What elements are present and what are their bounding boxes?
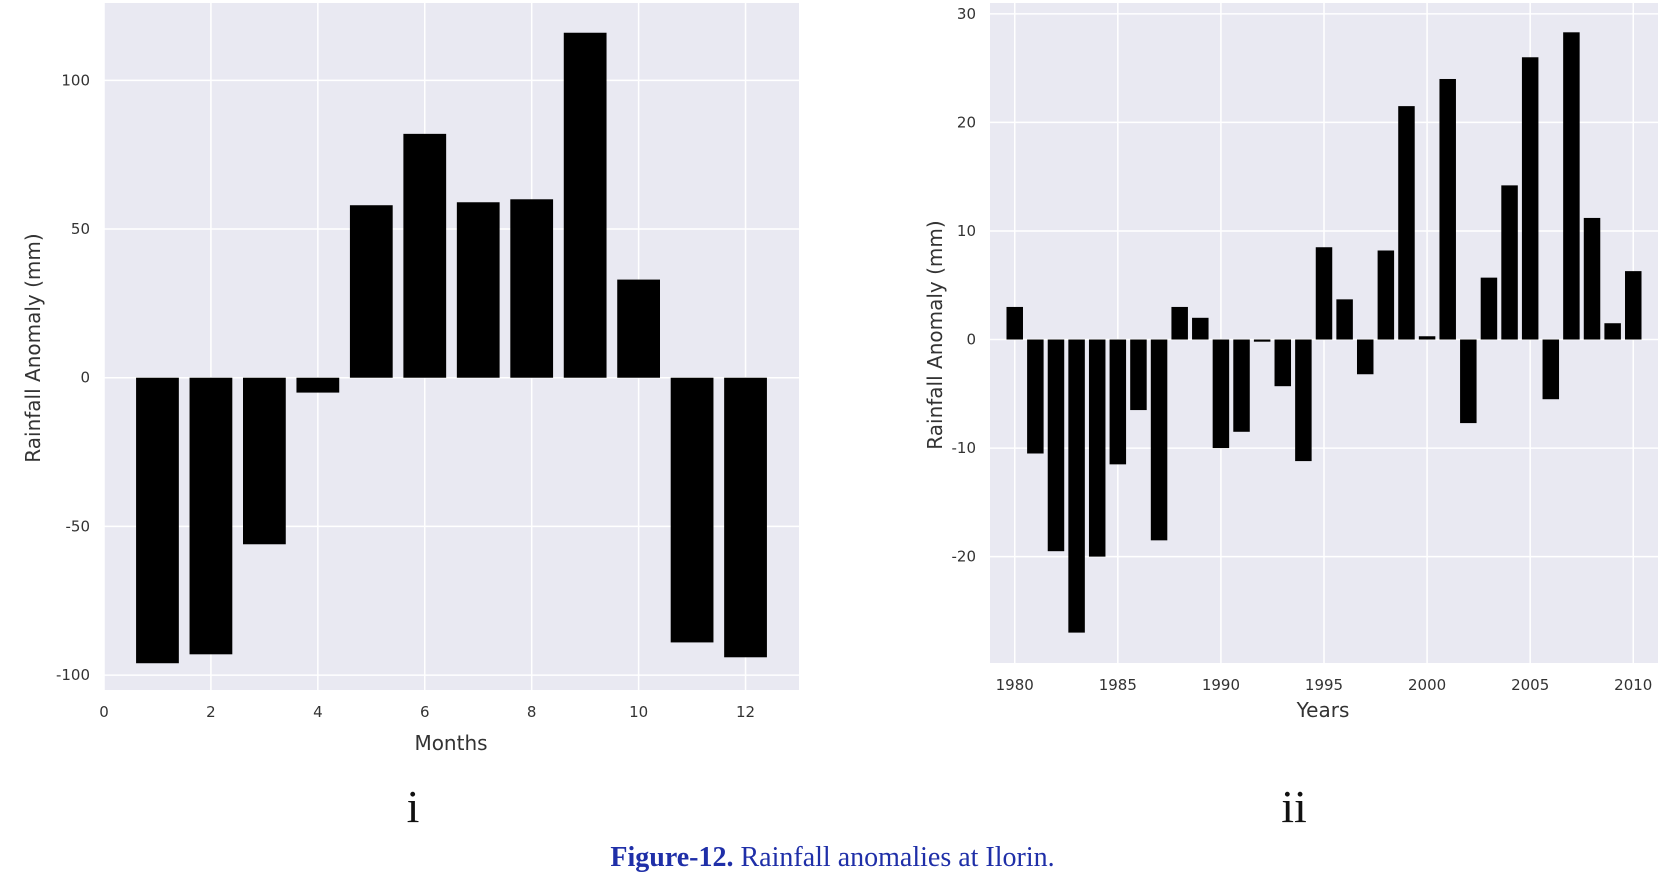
- x-tick-label-i: 8: [527, 703, 537, 721]
- x-tick-label-i: 10: [629, 703, 648, 721]
- bar-i-9: [563, 32, 607, 378]
- bar-ii-1984: [1088, 339, 1106, 557]
- x-tick-label-i: 12: [736, 703, 755, 721]
- bar-ii-2002: [1460, 339, 1477, 424]
- x-ticks-ii: 1980 1985 1990 1995 2000 2005 2010: [996, 676, 1653, 694]
- x-tick-label-ii: 2000: [1408, 676, 1446, 694]
- x-axis-label-ii: Years: [1296, 698, 1350, 722]
- bar-ii-1999: [1398, 106, 1415, 340]
- bar-ii-1987: [1150, 339, 1168, 541]
- caption-label: Figure-12.: [610, 842, 734, 873]
- bar-ii-2009: [1604, 323, 1621, 340]
- bar-ii-2007: [1563, 32, 1580, 340]
- bar-i-2: [189, 377, 233, 655]
- y-tick-label-ii: 30: [957, 5, 976, 23]
- bar-ii-1990: [1212, 339, 1230, 449]
- bar-ii-2010: [1625, 271, 1642, 340]
- bar-i-7: [456, 202, 500, 378]
- x-tick-label-ii: 1990: [1202, 676, 1240, 694]
- bars-ii: [1006, 32, 1642, 633]
- bar-ii-1991: [1233, 339, 1250, 432]
- bar-ii-2001: [1439, 78, 1456, 340]
- x-tick-label-i: 2: [206, 703, 216, 721]
- bar-ii-1996: [1336, 299, 1353, 340]
- x-tick-label-ii: 1995: [1305, 676, 1343, 694]
- x-tick-label-i: 6: [420, 703, 430, 721]
- x-tick-label-ii: 2010: [1614, 676, 1652, 694]
- y-tick-label-i: 50: [71, 220, 90, 238]
- bar-ii-2003: [1480, 277, 1498, 340]
- y-ticks-i: -100 -50 0 50 100: [56, 71, 90, 684]
- x-tick-label-i: 4: [313, 703, 323, 721]
- bar-ii-2005: [1521, 57, 1539, 340]
- x-tick-label-ii: 1985: [1099, 676, 1137, 694]
- bar-ii-1994: [1295, 339, 1312, 462]
- bar-i-8: [510, 199, 554, 378]
- y-tick-label-i: -50: [66, 517, 91, 535]
- y-ticks-ii: -20 -10 0 10 20 30: [952, 5, 977, 566]
- y-tick-label-i: -100: [56, 666, 90, 684]
- bar-ii-1982: [1047, 339, 1065, 552]
- bar-ii-2000: [1418, 336, 1436, 340]
- bar-ii-1997: [1356, 339, 1374, 375]
- bar-ii-1980: [1006, 306, 1023, 340]
- bar-i-5: [349, 205, 393, 378]
- bar-ii-1986: [1130, 339, 1147, 411]
- y-tick-label-i: 100: [61, 71, 90, 89]
- bar-i-6: [403, 133, 447, 378]
- bar-ii-1998: [1377, 250, 1395, 340]
- bar-ii-2004: [1501, 185, 1518, 340]
- x-ticks-i: 0 2 4 6 8 10 12: [99, 703, 755, 721]
- y-tick-label-i: 0: [80, 369, 90, 387]
- chart-i: -100 -50 0 50 100 0 2 4 6 8 10 12 Months Rainfall …: [21, 3, 799, 832]
- bar-ii-1992: [1253, 339, 1271, 342]
- panel-label-ii: ii: [1281, 781, 1307, 832]
- bar-i-4: [296, 377, 340, 393]
- x-axis-label-i: Months: [414, 731, 487, 755]
- bar-ii-1995: [1315, 247, 1333, 340]
- y-tick-label-ii: -20: [952, 548, 977, 566]
- bar-ii-1989: [1192, 317, 1209, 340]
- bar-ii-1981: [1027, 339, 1044, 454]
- bar-i-10: [617, 279, 660, 378]
- bar-ii-1993: [1274, 339, 1292, 387]
- bar-ii-1988: [1171, 306, 1188, 340]
- bar-ii-1985: [1109, 339, 1127, 465]
- y-tick-label-ii: 10: [957, 222, 976, 240]
- y-tick-label-ii: -10: [952, 439, 977, 457]
- caption-text: Rainfall anomalies at Ilorin.: [733, 842, 1055, 873]
- bar-i-1: [136, 377, 179, 664]
- y-tick-label-ii: 0: [966, 331, 976, 349]
- x-tick-label-i: 0: [99, 703, 109, 721]
- bars-i: [136, 32, 767, 664]
- y-tick-label-ii: 20: [957, 113, 976, 131]
- figure-caption: Figure-12. Rainfall anomalies at Ilorin.: [0, 842, 1665, 874]
- bar-i-11: [670, 377, 714, 643]
- x-tick-label-ii: 1980: [996, 676, 1034, 694]
- x-tick-label-ii: 2005: [1511, 676, 1549, 694]
- bar-ii-1983: [1068, 339, 1085, 633]
- bar-ii-2006: [1542, 339, 1560, 400]
- bar-i-3: [243, 377, 286, 545]
- chart-ii: -20 -10 0 10 20 30 1980 1985 1990 1995 2000 2005 20…: [923, 3, 1658, 832]
- y-axis-label-i: Rainfall Anomaly (mm): [21, 233, 45, 462]
- panel-label-i: i: [407, 781, 420, 832]
- bar-i-12: [724, 377, 767, 658]
- bar-ii-2008: [1583, 217, 1601, 340]
- y-axis-label-ii: Rainfall Anomaly (mm): [923, 220, 947, 449]
